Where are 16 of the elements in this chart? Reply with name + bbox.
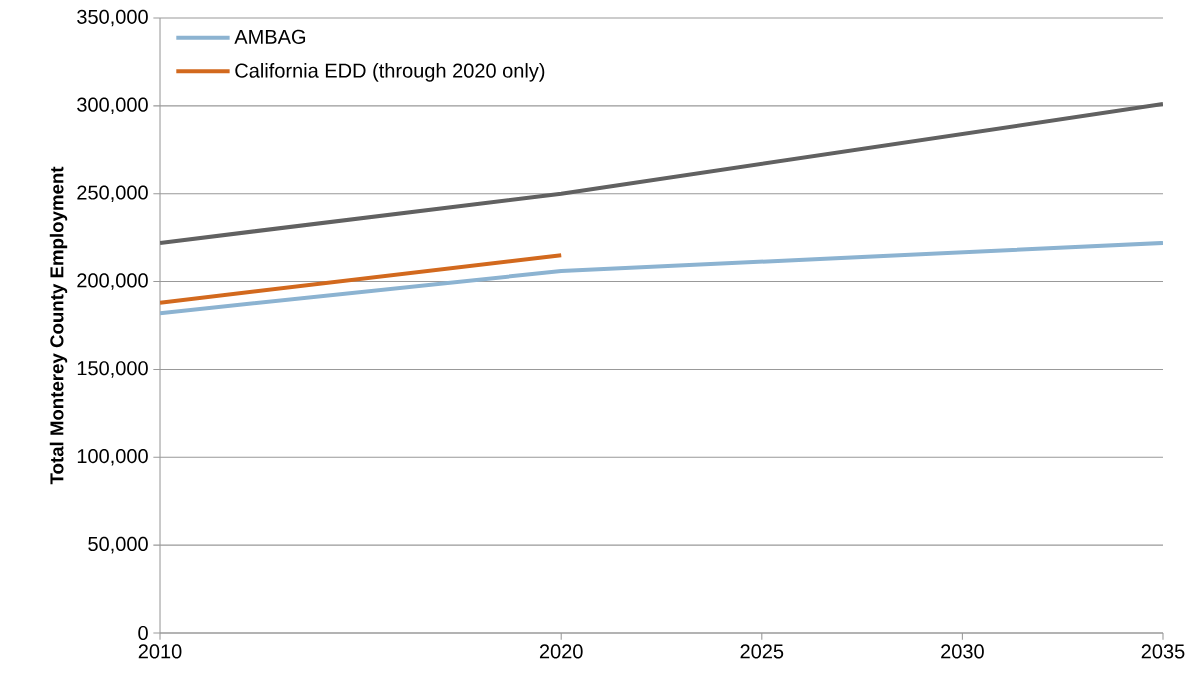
x-tick-label: 2030	[941, 644, 984, 659]
y-tick-label: 150,000	[77, 361, 148, 378]
y-tick-label: 250,000	[77, 185, 148, 202]
x-tick-label: 2020	[539, 644, 583, 659]
y-tick-label: 300,000	[77, 97, 148, 115]
y-tick-label: 100,000	[77, 449, 148, 466]
y-tick-label: 200,000	[77, 273, 148, 290]
x-tick-label: 2025	[740, 644, 784, 659]
legend-label: California EDD (through 2020 only)	[235, 63, 545, 82]
y-tick-label: 50,000	[88, 536, 148, 554]
y-tick-label: 350,000	[77, 9, 148, 27]
y-tick-label: 0	[138, 625, 148, 641]
x-tick-label: 2010	[138, 644, 182, 659]
x-tick-label: 2035	[1141, 644, 1185, 659]
y-axis-title: Total Monterey County Employment	[49, 166, 68, 485]
legend-label: AMBAG	[234, 29, 306, 44]
